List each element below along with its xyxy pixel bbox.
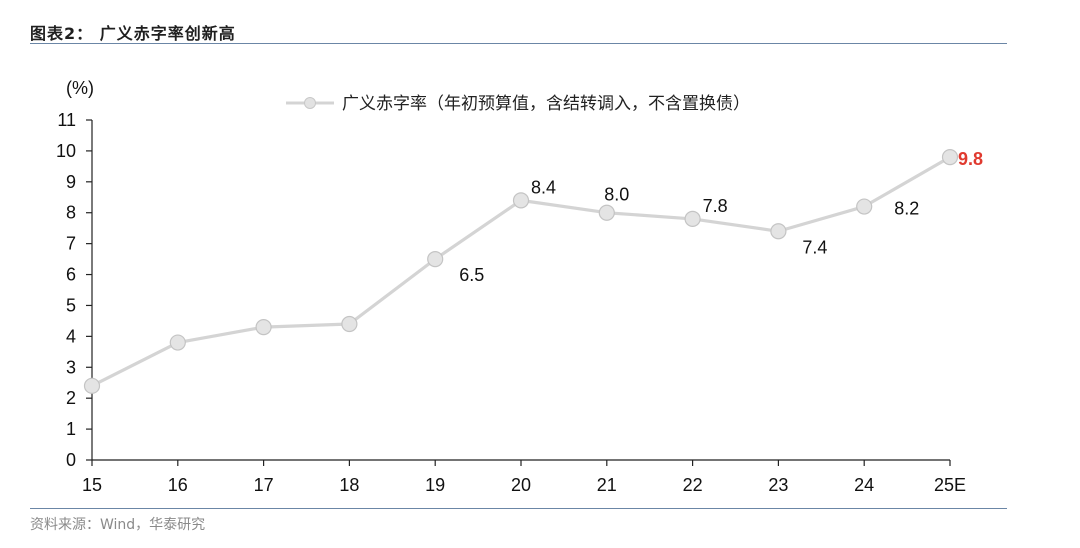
- legend-marker: [304, 97, 316, 109]
- data-point: [427, 250, 444, 268]
- x-tick-label: 16: [168, 475, 188, 495]
- y-tick-label: 7: [66, 234, 76, 254]
- data-label: 6.5: [459, 265, 484, 285]
- y-tick-label: 6: [66, 265, 76, 285]
- y-tick-label: 9: [66, 172, 76, 192]
- data-point: [770, 223, 787, 240]
- series-line: [91, 155, 951, 388]
- y-tick-label: 5: [66, 295, 76, 315]
- data-point: [941, 148, 959, 166]
- data-label: 7.8: [703, 196, 728, 216]
- bottom-rule: [30, 508, 1007, 509]
- x-tick-label: 17: [254, 475, 274, 495]
- data-label: 8.0: [604, 185, 629, 205]
- y-tick-label: 8: [66, 203, 76, 223]
- source-note: 资料来源：Wind，华泰研究: [30, 517, 206, 533]
- y-tick-label: 4: [66, 326, 76, 346]
- y-tick-label: 0: [66, 450, 76, 470]
- data-label: 8.2: [894, 199, 919, 219]
- data-label-highlight: 9.8: [958, 149, 983, 169]
- x-tick-label: 23: [768, 475, 788, 495]
- y-tick-label: 1: [66, 419, 76, 439]
- data-point: [255, 318, 272, 336]
- y-tick-label: 11: [57, 110, 76, 130]
- data-labels: 6.5 8.4 8.0 7.8 7.4 8.2 9.8: [459, 149, 983, 285]
- figure-title: 图表2： 广义赤字率创新高: [30, 24, 236, 43]
- x-tick-label: 18: [339, 475, 359, 495]
- x-tick-label: 21: [597, 475, 617, 495]
- x-tick-label: 22: [683, 475, 703, 495]
- data-label: 7.4: [802, 237, 827, 257]
- data-point: [169, 334, 186, 351]
- data-point: [856, 198, 873, 215]
- y-tick-label: 2: [66, 388, 76, 408]
- y-tick-label: 10: [56, 141, 76, 161]
- series-layer: [83, 148, 959, 394]
- data-point: [512, 192, 530, 209]
- x-tick-label: 25E: [934, 475, 966, 495]
- top-rule: [30, 43, 1007, 44]
- data-label: 8.4: [531, 177, 556, 197]
- x-tick-label: 24: [854, 475, 874, 495]
- data-point: [83, 377, 101, 394]
- x-tick-label: 19: [425, 475, 445, 495]
- legend: 广义赤字率（年初预算值，含结转调入，不含置换债）: [286, 94, 750, 114]
- y-tick-label: 3: [66, 357, 76, 377]
- data-point: [684, 210, 701, 228]
- y-axis-unit: (%): [66, 78, 94, 98]
- data-point: [598, 204, 615, 221]
- x-tick-label: 15: [82, 475, 102, 495]
- data-point: [341, 315, 358, 333]
- x-tick-label: 20: [511, 475, 531, 495]
- legend-label: 广义赤字率（年初预算值，含结转调入，不含置换债）: [342, 94, 750, 114]
